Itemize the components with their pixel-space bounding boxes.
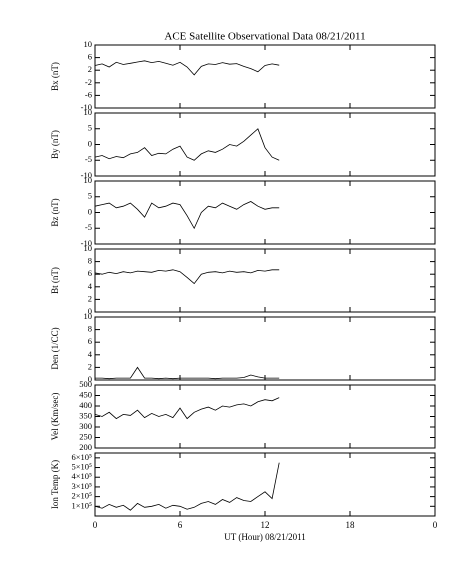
y-tick-label: 200 (79, 442, 92, 452)
data-line (94, 128, 280, 161)
panel-frame (94, 248, 436, 313)
x-tick-label: 0 (93, 520, 98, 530)
y-tick-label: 450 (79, 389, 92, 399)
y-tick-label: 10 (84, 175, 93, 185)
y-tick-label: -10 (81, 170, 92, 180)
y-tick-label: 5×10⁵ (71, 461, 92, 471)
y-tick-label: 6 (88, 52, 92, 62)
y-tick-label: 6 (88, 268, 92, 278)
y-axis-label: Vel (Km/sec) (50, 393, 60, 441)
y-tick-label: 300 (79, 421, 92, 431)
data-line (94, 462, 280, 511)
y-tick-label: 0 (88, 374, 92, 384)
y-tick-label: 6×10⁵ (71, 452, 92, 462)
y-tick-label: 10 (84, 243, 93, 253)
data-line (94, 201, 280, 230)
y-tick-label: -2 (85, 77, 92, 87)
y-tick-label: 3×10⁵ (71, 481, 92, 491)
y-tick-label: 5 (88, 123, 92, 133)
y-tick-label: 4 (88, 349, 93, 359)
y-tick-label: 4×10⁵ (71, 471, 92, 481)
y-tick-label: 2×10⁵ (71, 491, 92, 501)
y-tick-label: -6 (85, 89, 92, 99)
y-tick-label: 500 (79, 379, 92, 389)
x-tick-label: 12 (261, 520, 270, 530)
y-axis-label: Bz (nT) (50, 198, 60, 226)
data-line (95, 366, 280, 380)
y-tick-label: 250 (79, 431, 92, 441)
y-tick-label: 5 (88, 191, 92, 201)
panel-frame (94, 316, 436, 381)
y-tick-label: 0 (88, 206, 92, 216)
y-tick-label: 10 (84, 39, 93, 49)
y-tick-label: 2 (88, 64, 92, 74)
y-tick-label: 4 (88, 281, 93, 291)
y-axis-label: Den (1/CC) (50, 327, 60, 369)
y-axis-label: By (nT) (50, 130, 60, 159)
panel-frame (94, 112, 436, 177)
data-line (94, 60, 280, 76)
y-tick-label: -10 (81, 238, 92, 248)
x-axis-label: UT (Hour) 08/21/2011 (224, 532, 306, 542)
y-tick-label: 0 (88, 306, 92, 316)
x-tick-label: 18 (346, 520, 356, 530)
chart-title: ACE Satellite Observational Data 08/21/2… (164, 31, 365, 43)
data-line (94, 269, 280, 285)
y-tick-label: -5 (85, 154, 92, 164)
y-tick-label: 2 (88, 361, 92, 371)
panel-frame (94, 180, 436, 245)
panel-frame (94, 452, 436, 517)
x-tick-label: 0 (433, 520, 438, 530)
y-tick-label: 10 (84, 311, 93, 321)
y-tick-label: 400 (79, 400, 92, 410)
y-axis-label: Bx (nT) (50, 62, 60, 91)
y-tick-label: 350 (79, 410, 92, 420)
y-tick-label: 8 (88, 324, 92, 334)
y-tick-label: 10 (84, 107, 93, 117)
data-line (94, 397, 280, 420)
y-tick-label: 1×10⁵ (71, 500, 92, 510)
panel-frame (94, 44, 436, 109)
y-tick-label: 6 (88, 336, 92, 346)
y-tick-label: -10 (81, 102, 92, 112)
x-tick-label: 6 (178, 520, 183, 530)
y-axis-label: Bt (nT) (50, 267, 60, 294)
y-axis-label: Ion Temp (K) (50, 460, 60, 509)
y-tick-label: 2 (88, 293, 92, 303)
y-tick-label: 8 (88, 256, 92, 266)
y-tick-label: 0 (88, 138, 92, 148)
y-tick-label: -5 (85, 222, 92, 232)
